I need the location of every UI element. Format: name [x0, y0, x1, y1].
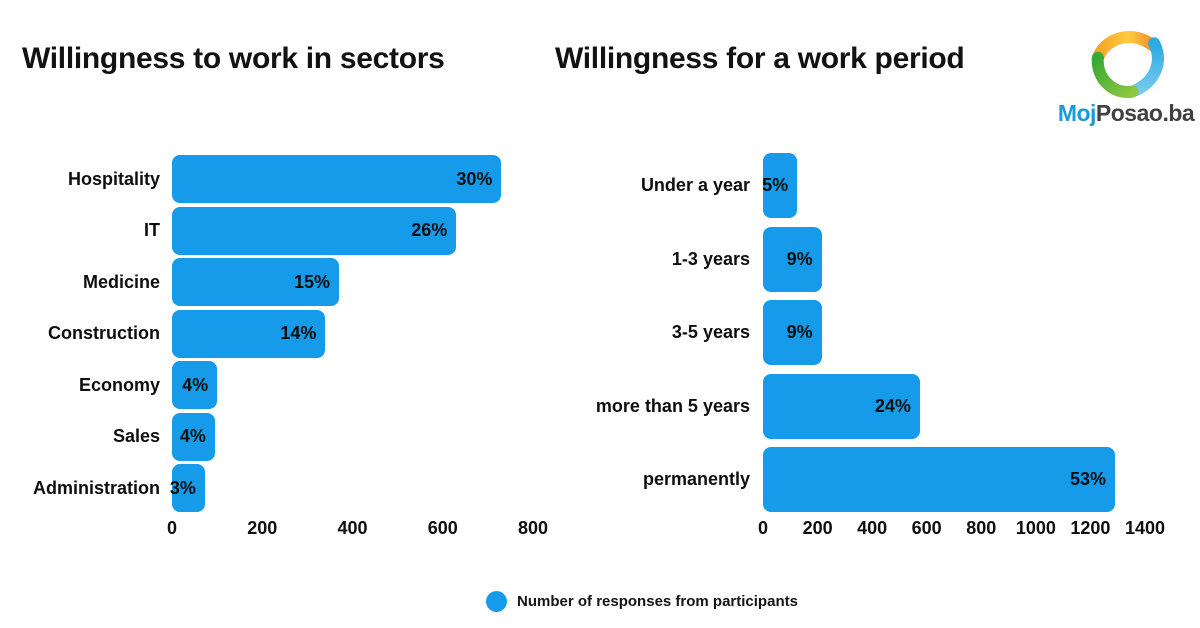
bar-track: 24%: [763, 373, 1145, 439]
bar-permanently: 53%: [763, 447, 1115, 512]
x-axis: 0 200 400 600 800: [24, 512, 548, 544]
sectors-chart: Hospitality 30% IT 26% Medicine 15% Constructi…: [24, 155, 548, 544]
mojposao-logo-icon: [1091, 31, 1164, 98]
bar-value-label-medicine: 15%: [293, 271, 330, 292]
x-tick-0: 0: [166, 518, 178, 538]
legend-label: Number of responses from participants: [517, 593, 798, 610]
category-label-more-than-5-years: more than 5 years: [595, 395, 750, 416]
bar-value-label-it: 26%: [411, 220, 448, 240]
chart-row-economy: Economy 4%: [24, 361, 533, 409]
bar-it: 26%: [172, 206, 457, 255]
mojposao-logo-text: MojPosao.ba: [1057, 100, 1195, 127]
logo-text-posao: Posao.ba: [1095, 100, 1195, 126]
logo-text-moj: Moj: [1057, 100, 1097, 126]
x-tick-0: 0: [757, 518, 769, 538]
bar-under-a-year: 5%: [762, 153, 798, 218]
category-label-1-3-years: 1-3 years: [671, 248, 750, 269]
bar-track: 5%: [762, 153, 1145, 218]
chart-row-1-3-years: 1-3 years 9%: [580, 226, 1145, 292]
left-chart-title: Willingness to work in sectors: [22, 42, 445, 75]
bar-value-label-economy: 4%: [182, 374, 209, 395]
category-label-administration: Administration: [32, 477, 160, 498]
bar-value-label-administration: 3%: [169, 477, 196, 498]
bar-administration: 3%: [169, 464, 205, 512]
chart-row-it: IT 26%: [24, 206, 533, 255]
chart-row-medicine: Medicine 15%: [24, 258, 533, 306]
x-tick-600: 600: [911, 518, 942, 538]
bar-economy: 4%: [172, 361, 218, 409]
bar-value-label-permanently: 53%: [1069, 469, 1106, 489]
bar-3-5-years: 9%: [763, 300, 822, 365]
x-tick-200: 200: [802, 518, 833, 538]
bar-value-label-3-5-years: 9%: [786, 322, 813, 342]
x-tick-1000: 1000: [1015, 518, 1056, 538]
bar-track: 9%: [763, 300, 1145, 365]
chart-row-sales: Sales 4%: [24, 412, 533, 461]
bar-track: 3%: [169, 464, 533, 512]
bar-value-label-more-than-5-years: 24%: [874, 395, 911, 416]
bar-hospitality: 30%: [172, 155, 502, 203]
category-label-hospitality: Hospitality: [67, 168, 160, 189]
x-tick-1200: 1200: [1070, 518, 1111, 538]
chart-rows: Hospitality 30% IT 26% Medicine 15% Constructi…: [24, 155, 533, 512]
chart-row-construction: Construction 14%: [24, 309, 533, 358]
bar-construction: 14%: [172, 309, 326, 358]
x-tick-800: 800: [517, 518, 549, 538]
bar-track: 30%: [172, 155, 533, 203]
x-tick-600: 600: [427, 518, 458, 538]
legend-dot-icon: [486, 591, 508, 612]
x-tick-400: 400: [857, 518, 888, 538]
x-axis: 0 200 400 600 800 1000 1200 1400: [580, 512, 1165, 544]
x-tick-400: 400: [337, 518, 368, 538]
bar-track: 4%: [172, 412, 533, 461]
bar-value-label-sales: 4%: [179, 426, 206, 446]
chart-row-hospitality: Hospitality 30%: [24, 155, 533, 203]
bar-track: 4%: [172, 361, 533, 409]
chart-row-permanently: permanently 53%: [580, 447, 1145, 512]
category-label-medicine: Medicine: [82, 271, 160, 292]
category-label-permanently: permanently: [642, 469, 750, 489]
bar-value-label-construction: 14%: [280, 323, 317, 343]
bar-medicine: 15%: [172, 258, 339, 306]
category-label-construction: Construction: [48, 323, 160, 343]
category-label-it: IT: [144, 220, 160, 240]
bar-track: 9%: [763, 226, 1145, 292]
work-period-chart: Under a year 5% 1-3 years 9% 3-5 years 9% more…: [580, 153, 1165, 544]
x-tick-200: 200: [247, 518, 278, 538]
bar-value-label-hospitality: 30%: [456, 168, 493, 189]
category-label-sales: Sales: [112, 426, 160, 446]
bar-track: 53%: [763, 447, 1145, 512]
chart-rows: Under a year 5% 1-3 years 9% 3-5 years 9% more…: [580, 153, 1145, 512]
bar-1-3-years: 9%: [763, 226, 822, 292]
bar-sales: 4%: [172, 412, 215, 461]
chart-row-3-5-years: 3-5 years 9%: [580, 300, 1145, 365]
chart-row-under-a-year: Under a year 5%: [580, 153, 1145, 218]
x-tick-1400: 1400: [1124, 518, 1166, 538]
bar-track: 14%: [172, 309, 533, 358]
right-chart-title: Willingness for a work period: [555, 42, 965, 75]
chart-row-administration: Administration 3%: [24, 464, 533, 512]
bar-track: 26%: [172, 206, 533, 255]
category-label-economy: Economy: [78, 374, 160, 395]
mojposao-logo: MojPosao.ba: [1056, 24, 1196, 127]
category-label-3-5-years: 3-5 years: [671, 322, 750, 342]
chart-row-more-than-5-years: more than 5 years 24%: [580, 373, 1145, 439]
bar-value-label-1-3-years: 9%: [786, 248, 813, 269]
bar-more-than-5-years: 24%: [763, 373, 920, 439]
category-label-under-a-year: Under a year: [640, 175, 750, 195]
x-tick-800: 800: [966, 518, 997, 538]
bar-track: 15%: [172, 258, 533, 306]
bar-value-label-under-a-year: 5%: [762, 175, 789, 195]
legend: Number of responses from participants: [42, 591, 1200, 612]
